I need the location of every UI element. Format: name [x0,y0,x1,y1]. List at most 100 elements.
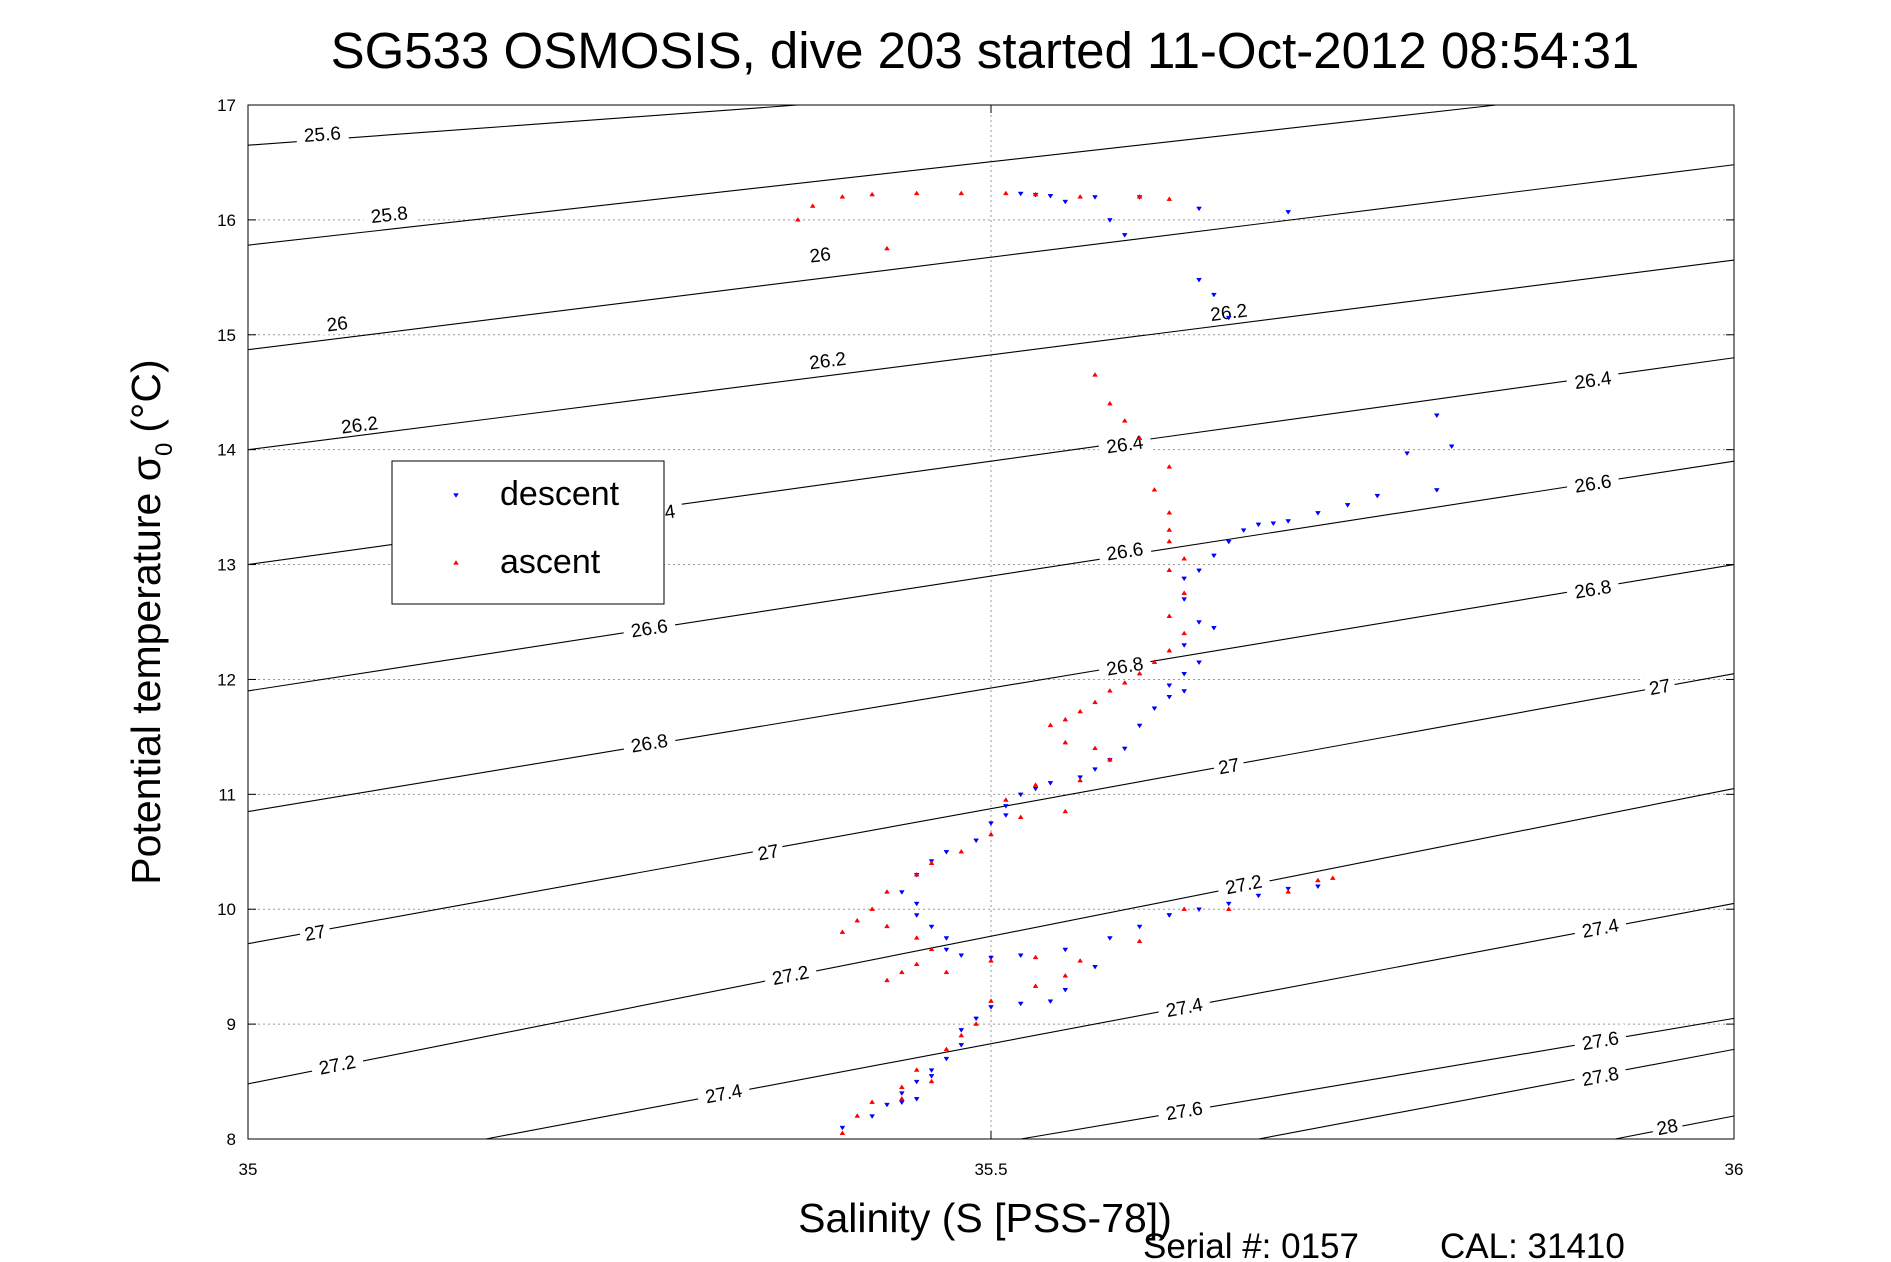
density-contour-line [1258,1048,1735,1140]
contour-label-bg [297,917,332,945]
descent-point [1196,568,1202,574]
ascent-point [898,969,905,975]
density-contour-label: 27.2 [1215,867,1272,899]
descent-point [1270,521,1277,527]
descent-point [988,955,994,961]
ascent-point [958,848,965,854]
descent-point [943,936,950,941]
ascent-point [913,935,920,940]
descent-point [1136,924,1143,930]
density-contour-label: 27.4 [1156,990,1212,1022]
contour-label-text: 26.2 [808,349,847,375]
ascent-point [1151,487,1158,492]
descent-point [1196,277,1202,283]
contour-label-text: 26.4 [1573,368,1613,394]
ascent-point [913,961,920,967]
ascent-point [913,871,920,877]
ascent-point [913,1067,920,1072]
ascent-point [1166,567,1173,572]
descent-point [958,953,965,959]
y-tick-label: 13 [217,556,236,575]
descent-point [1077,775,1084,780]
descent-point [1166,694,1173,700]
contour-label-bg [621,726,677,757]
descent-point [913,1097,920,1102]
contour-label-bg [1572,1024,1628,1055]
descent-point [1255,893,1262,899]
descent-point [1344,503,1351,508]
contour-label-bg [695,1076,751,1108]
ascent-point [1107,400,1113,406]
series-descent [839,191,1455,1131]
ascent-point [1136,938,1143,944]
descent-point [1196,660,1202,666]
descent-point [1136,723,1143,729]
descent-point [913,913,920,918]
descent-point [1151,706,1158,712]
ascent-point [1017,814,1024,820]
ascent-point [1047,722,1054,728]
ascent-point [1181,906,1188,911]
descent-point [1285,210,1292,215]
descent-point [1107,218,1113,223]
density-contour-line [247,564,1735,813]
descent-point [913,901,920,907]
descent-point [1062,987,1069,993]
contour-label-bg [1572,910,1628,943]
contour-label-bg [1097,534,1152,565]
ascent-point [1136,194,1143,199]
descent-point [1017,1001,1024,1007]
descent-point [1092,964,1098,970]
descent-point [988,821,994,826]
contour-label-bg [751,837,785,865]
y-axis-label: Potential temperature σ0 (°C) [123,359,178,884]
density-contour-line [247,788,1735,1085]
y-axis-label-main: Potential temperature σ [123,456,169,885]
ascent-point [1062,739,1069,745]
serial-number: Serial #: 0157 [1143,1227,1359,1262]
ascent-point [1062,808,1069,814]
descent-point [1107,936,1113,941]
descent-point [958,1043,965,1048]
descent-point [884,1102,890,1108]
density-contour-label: 25.8 [361,199,417,228]
ascent-point [1166,464,1173,469]
contour-label-bg [1565,572,1621,603]
contour-label-bg [1650,1111,1684,1140]
descent-point [1196,620,1202,625]
descent-point [1255,522,1262,528]
legend: descent ascent [391,460,665,605]
descent-point [1017,191,1024,197]
ascent-point [1032,954,1039,960]
descent-point [988,1005,994,1010]
contour-label-text: 25.8 [370,203,409,228]
density-contour-label: 26.8 [1565,572,1621,604]
descent-point [1047,194,1054,199]
ascent-point [884,923,890,929]
contour-label-bg [762,957,818,990]
descent-point [1374,493,1381,499]
ascent-point [943,969,950,975]
descent-point [1032,786,1039,792]
ascent-point [854,1113,861,1118]
x-tick-label: 35 [239,1160,258,1179]
ascent-point [1151,659,1158,664]
descent-point [1225,901,1232,907]
contour-label-text: 27 [1648,676,1673,700]
contour-label-bg [332,409,387,438]
descent-point [1315,511,1321,516]
ascent-point [1077,194,1084,199]
chart-title: SG533 OSMOSIS, dive 203 started 11-Oct-2… [331,22,1640,79]
density-contour-label: 26.4 [1565,364,1620,394]
contour-label-text: 26.2 [1209,301,1248,327]
ascent-point [1003,190,1009,196]
descent-point [1225,315,1232,321]
descent-point [973,1016,979,1022]
descent-point [898,1100,905,1106]
ascent-point [928,860,935,865]
descent-point [1092,767,1098,772]
ascent-point [898,1084,905,1089]
density-contour-line [485,902,1735,1140]
contour-label-text: 26 [809,244,833,267]
